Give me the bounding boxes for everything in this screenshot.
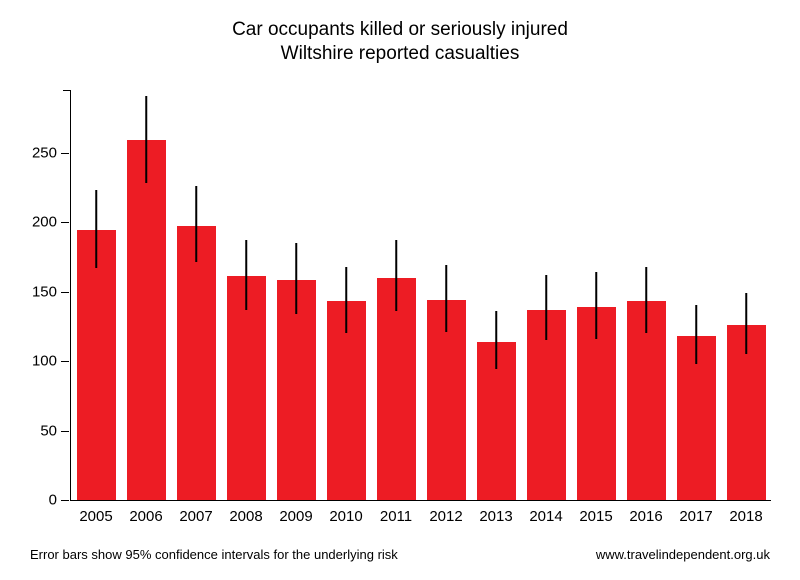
x-tick-label: 2007	[179, 508, 212, 525]
y-tick-label: 0	[49, 492, 57, 509]
x-tick-label: 2013	[479, 508, 512, 525]
x-tick-label: 2018	[729, 508, 762, 525]
title-line-2: Wiltshire reported casualties	[0, 42, 800, 66]
x-tick-label: 2010	[329, 508, 362, 525]
title-line-1: Car occupants killed or seriously injure…	[0, 18, 800, 42]
x-tick-label: 2009	[279, 508, 312, 525]
y-tick-label: 250	[32, 144, 57, 161]
y-tick	[61, 153, 69, 154]
y-tick	[61, 361, 69, 362]
plot-area: 0501001502002502005200620072008200920102…	[70, 90, 771, 501]
error-bar	[295, 243, 297, 314]
footer-source: www.travelindependent.org.uk	[596, 547, 770, 562]
error-bar	[445, 265, 447, 332]
bar	[127, 140, 166, 500]
y-tick-label: 200	[32, 214, 57, 231]
x-tick-label: 2016	[629, 508, 662, 525]
error-bar	[145, 96, 147, 184]
x-tick-label: 2011	[380, 508, 412, 525]
bar	[377, 278, 416, 500]
error-bar	[545, 275, 547, 340]
error-bar	[595, 272, 597, 339]
bar	[227, 276, 266, 500]
error-bar	[95, 190, 97, 268]
error-bar	[695, 305, 697, 363]
x-tick-label: 2006	[129, 508, 162, 525]
bar	[177, 226, 216, 500]
chart-title: Car occupants killed or seriously injure…	[0, 18, 800, 66]
error-bar	[345, 267, 347, 334]
error-bar	[395, 240, 397, 311]
x-tick-label: 2012	[429, 508, 462, 525]
y-tick-label: 100	[32, 353, 57, 370]
y-tick	[61, 500, 69, 501]
error-bar	[245, 240, 247, 309]
y-tick	[61, 431, 69, 432]
x-tick-label: 2015	[579, 508, 612, 525]
y-tick-label: 50	[40, 422, 57, 439]
y-tick	[61, 292, 69, 293]
bar	[77, 230, 116, 500]
x-tick-label: 2005	[79, 508, 112, 525]
error-bar	[645, 267, 647, 334]
x-tick-label: 2008	[229, 508, 262, 525]
y-tick	[61, 222, 69, 223]
error-bar	[745, 293, 747, 354]
error-bar	[495, 311, 497, 369]
footer-note: Error bars show 95% confidence intervals…	[30, 547, 398, 562]
y-tick-label: 150	[32, 283, 57, 300]
y-axis-top-tick	[63, 90, 71, 91]
x-tick-label: 2014	[529, 508, 562, 525]
error-bar	[195, 186, 197, 262]
x-tick-label: 2017	[679, 508, 712, 525]
chart-container: Car occupants killed or seriously injure…	[0, 0, 800, 580]
